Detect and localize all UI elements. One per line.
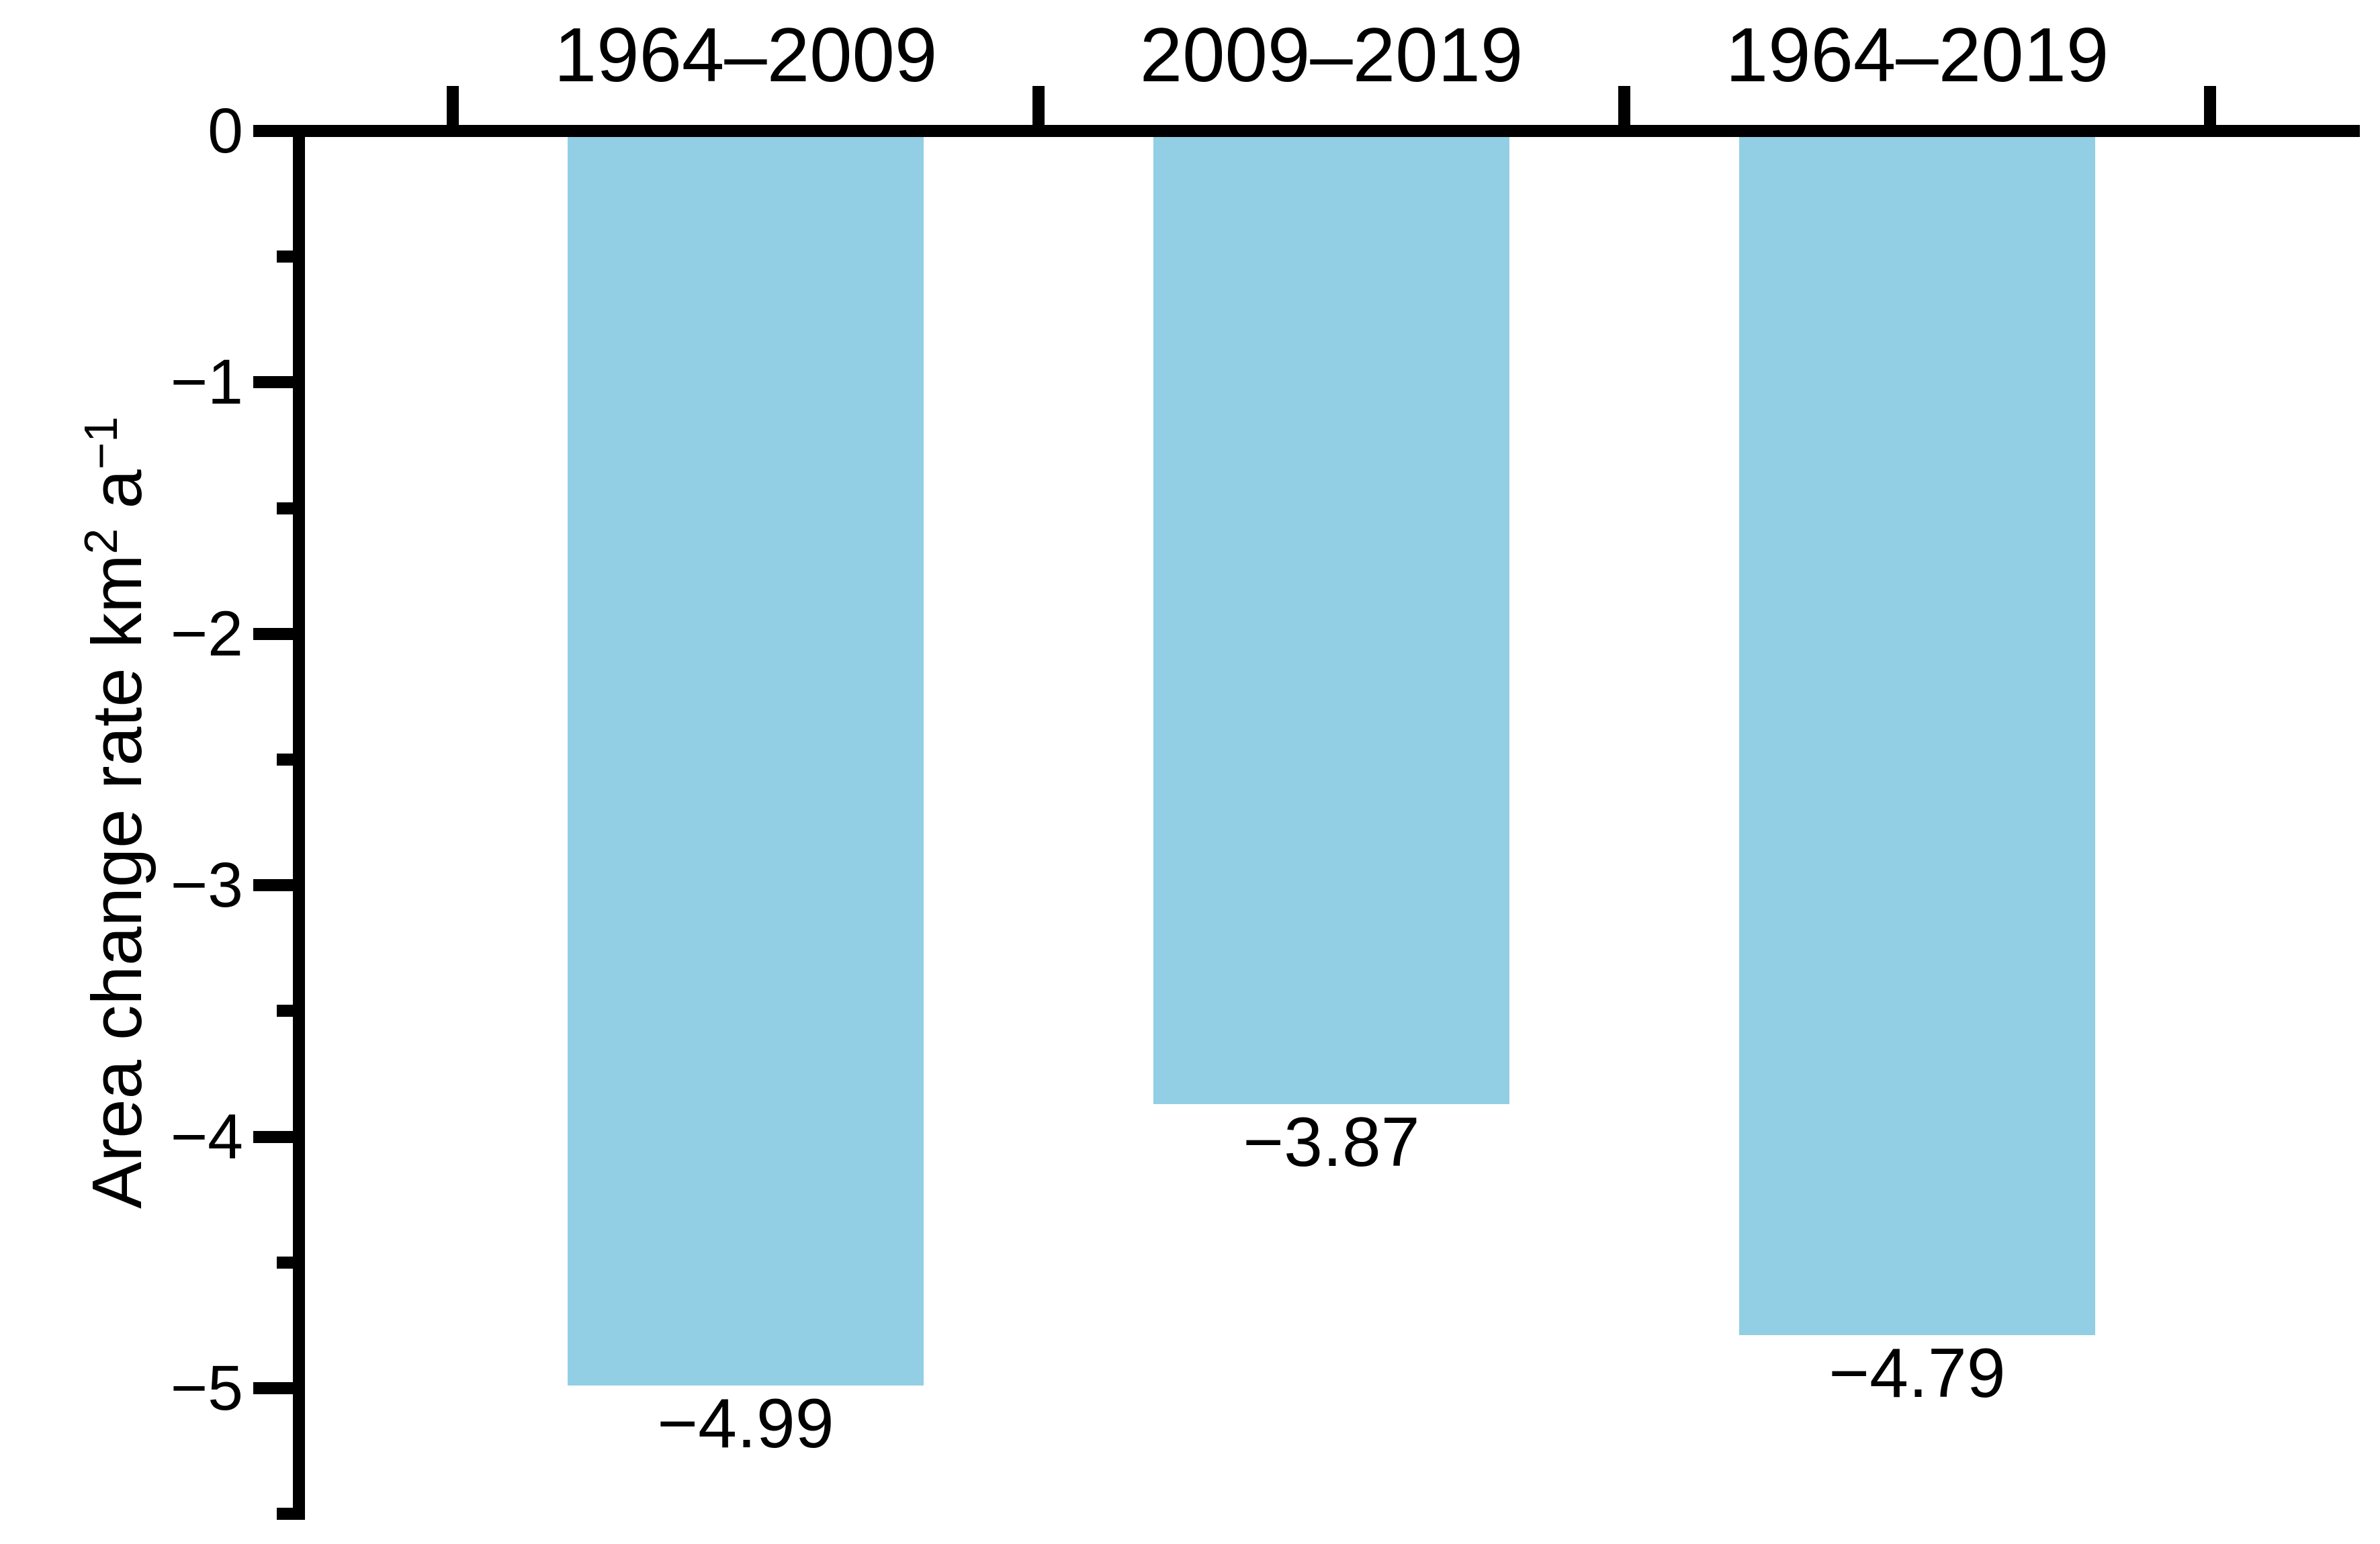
y-tick-label: 0 bbox=[208, 95, 243, 167]
y-tick-label: −3 bbox=[170, 850, 243, 921]
bar-value-label: −4.99 bbox=[657, 1385, 834, 1463]
category-label: 2009–2019 bbox=[1139, 13, 1524, 98]
bar bbox=[568, 137, 924, 1386]
bar-value-label: −4.79 bbox=[1828, 1334, 2006, 1413]
y-minor-tick bbox=[277, 502, 293, 514]
x-top-tick bbox=[447, 86, 459, 125]
x-axis-line bbox=[253, 125, 2360, 137]
y-tick-label: −4 bbox=[170, 1101, 243, 1173]
y-major-tick bbox=[253, 879, 293, 892]
y-minor-tick bbox=[277, 1256, 293, 1269]
y-axis-line bbox=[293, 125, 305, 1520]
category-label: 1964–2019 bbox=[1725, 13, 2109, 98]
category-label: 1964–2009 bbox=[554, 13, 938, 98]
y-axis-title-superscript-2: 2 bbox=[74, 528, 127, 555]
y-tick-label: −2 bbox=[170, 598, 243, 670]
y-tick-label: −5 bbox=[170, 1353, 243, 1424]
y-axis-title-unit: a bbox=[78, 469, 157, 529]
y-major-tick bbox=[253, 627, 293, 640]
y-axis-title-superscript-minus1: −1 bbox=[74, 416, 127, 470]
y-major-tick bbox=[253, 376, 293, 389]
y-major-tick bbox=[253, 1382, 293, 1394]
x-top-tick bbox=[1618, 86, 1630, 125]
y-minor-tick bbox=[277, 251, 293, 263]
bar bbox=[1739, 137, 2095, 1336]
bar-value-label: −3.87 bbox=[1243, 1103, 1420, 1181]
y-major-tick bbox=[253, 125, 293, 137]
y-minor-tick bbox=[277, 1508, 293, 1520]
y-tick-label: −1 bbox=[170, 347, 243, 418]
y-minor-tick bbox=[277, 754, 293, 766]
x-top-tick bbox=[2204, 86, 2216, 125]
bar bbox=[1153, 137, 1509, 1104]
y-minor-tick bbox=[277, 1005, 293, 1017]
y-major-tick bbox=[253, 1130, 293, 1143]
x-top-tick bbox=[1032, 86, 1045, 125]
